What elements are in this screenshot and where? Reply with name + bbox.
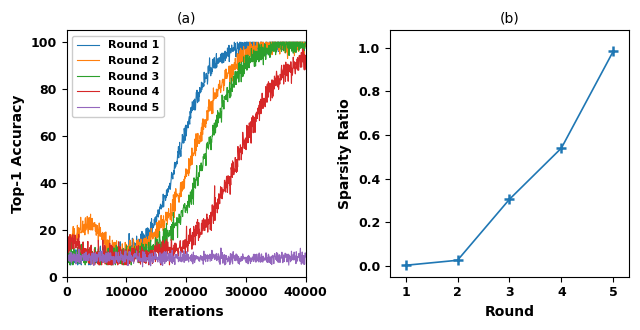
Round 3 bbox=[301, 41, 309, 45]
Round 1 bbox=[215, 56, 223, 60]
Round 1 bbox=[301, 40, 309, 44]
Round 5 bbox=[244, 254, 252, 258]
Round 5 bbox=[202, 260, 209, 264]
Round 4 bbox=[77, 250, 85, 254]
Y-axis label: Sparsity Ratio: Sparsity Ratio bbox=[339, 98, 353, 209]
Round 4 bbox=[269, 83, 276, 87]
Round 4 bbox=[202, 223, 209, 227]
Round 2 bbox=[244, 44, 252, 48]
Round 2 bbox=[301, 45, 309, 49]
Round 2 bbox=[120, 260, 127, 264]
Round 4 bbox=[244, 141, 252, 145]
Round 3 bbox=[202, 155, 209, 159]
Round 5 bbox=[77, 262, 85, 266]
Round 1 bbox=[230, 40, 238, 44]
Legend: Round 1, Round 2, Round 3, Round 4, Round 5: Round 1, Round 2, Round 3, Round 4, Roun… bbox=[72, 36, 164, 117]
Round 3 bbox=[215, 116, 223, 120]
Round 1 bbox=[202, 77, 209, 81]
Round 4 bbox=[145, 263, 153, 267]
Round 5 bbox=[217, 246, 225, 250]
Round 4 bbox=[299, 47, 307, 51]
Round 4 bbox=[63, 250, 70, 254]
Round 2 bbox=[269, 46, 276, 50]
Line: Round 4: Round 4 bbox=[67, 49, 305, 265]
Round 2 bbox=[202, 125, 209, 129]
Round 4 bbox=[301, 54, 309, 58]
Round 5 bbox=[269, 254, 276, 258]
Round 3 bbox=[269, 40, 276, 44]
Round 1 bbox=[77, 254, 85, 258]
Round 5 bbox=[215, 260, 223, 264]
Round 1 bbox=[67, 263, 74, 267]
Round 1 bbox=[63, 254, 70, 258]
Round 2 bbox=[215, 87, 223, 91]
X-axis label: Iterations: Iterations bbox=[148, 305, 225, 319]
Round 2 bbox=[77, 230, 85, 234]
Round 1 bbox=[244, 50, 252, 54]
Round 1 bbox=[208, 68, 216, 72]
Round 3 bbox=[63, 257, 70, 261]
Round 5 bbox=[139, 265, 147, 269]
Round 2 bbox=[208, 112, 216, 116]
Round 5 bbox=[63, 255, 70, 259]
Round 2 bbox=[246, 40, 253, 44]
Line: Round 2: Round 2 bbox=[67, 42, 305, 262]
Round 3 bbox=[77, 253, 85, 257]
Round 5 bbox=[301, 255, 309, 259]
Round 3 bbox=[269, 40, 276, 44]
Line: Round 1: Round 1 bbox=[67, 42, 305, 265]
Round 4 bbox=[208, 214, 216, 218]
Round 1 bbox=[269, 42, 276, 46]
Round 3 bbox=[66, 263, 74, 267]
Round 5 bbox=[208, 248, 216, 252]
Round 3 bbox=[244, 58, 252, 62]
Line: Round 3: Round 3 bbox=[67, 42, 305, 265]
Line: Round 5: Round 5 bbox=[67, 248, 305, 267]
X-axis label: Round: Round bbox=[484, 305, 534, 319]
Title: (b): (b) bbox=[500, 11, 519, 25]
Round 2 bbox=[63, 239, 70, 243]
Y-axis label: Top-1 Accuracy: Top-1 Accuracy bbox=[11, 94, 25, 213]
Round 4 bbox=[215, 202, 223, 206]
Round 3 bbox=[208, 136, 216, 140]
Title: (a): (a) bbox=[177, 11, 196, 25]
